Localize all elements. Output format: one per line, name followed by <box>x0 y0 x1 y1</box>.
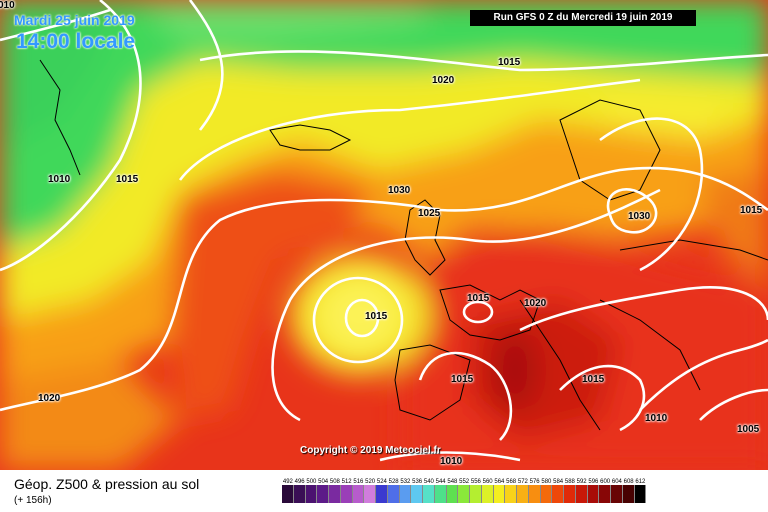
isobar-label: 1030 <box>628 211 651 222</box>
scale-value-label: 496 <box>294 479 305 485</box>
scale-value-label: 588 <box>564 479 575 485</box>
weather-map: Mardi 25 juin 2019 14:00 locale Run GFS … <box>0 0 768 470</box>
scale-value-label: 532 <box>400 479 411 485</box>
scale-swatch <box>352 485 365 503</box>
isobar-label: 1010 <box>48 174 71 185</box>
isobar-label: 1015 <box>467 293 490 304</box>
isobar-label: 1010 <box>440 456 463 467</box>
scale-swatch <box>611 485 623 503</box>
isobar-label: 1020 <box>524 298 547 309</box>
scale-swatch <box>634 485 647 503</box>
scale-swatch <box>399 485 412 503</box>
isobars <box>0 0 768 462</box>
isobar-label: 1015 <box>116 174 139 185</box>
scale-value-label: 596 <box>588 479 599 485</box>
scale-swatch <box>505 485 517 503</box>
color-scale: 492 496 500 504 508 512 516 520 524 528 532 536 540 5… <box>282 479 752 503</box>
scale-swatch <box>564 485 576 503</box>
scale-swatch <box>470 485 482 503</box>
scale-value-label: 500 <box>306 479 317 485</box>
scale-swatch <box>376 485 388 503</box>
color-scale-labels: 492 496 500 504 508 512 516 520 524 528 532 536 540 5… <box>282 479 752 485</box>
forecast-date: Mardi 25 juin 2019 <box>14 12 135 28</box>
scale-swatch <box>340 485 353 503</box>
scale-value-label: 540 <box>423 479 434 485</box>
scale-value-label: 612 <box>635 479 646 485</box>
scale-value-label: 552 <box>459 479 470 485</box>
scale-swatch <box>481 485 494 503</box>
scale-value-label: 520 <box>365 479 376 485</box>
isobar-label: 010 <box>0 0 15 11</box>
isobar-label: 1015 <box>740 205 763 216</box>
geopotential-field <box>0 0 768 470</box>
scale-swatch <box>587 485 600 503</box>
isobar-label: 1010 <box>645 413 668 424</box>
scale-swatch <box>517 485 529 503</box>
scale-swatch <box>329 485 341 503</box>
scale-value-label: 516 <box>353 479 364 485</box>
forecast-time: 14:00 locale <box>16 30 136 53</box>
scale-swatch <box>493 485 506 503</box>
scale-swatch <box>317 485 329 503</box>
scale-swatch <box>552 485 564 503</box>
isobar-label: 1015 <box>498 57 521 68</box>
scale-swatch <box>540 485 553 503</box>
model-run-label: Run GFS 0 Z du Mercredi 19 juin 2019 <box>470 10 696 26</box>
scale-value-label: 580 <box>541 479 552 485</box>
scale-swatch <box>423 485 435 503</box>
scale-swatch <box>622 485 635 503</box>
scale-swatch <box>411 485 423 503</box>
isobar-label: 1005 <box>737 424 760 435</box>
scale-value-label: 508 <box>329 479 340 485</box>
isobar-label: 1015 <box>582 374 605 385</box>
scale-value-label: 544 <box>435 479 446 485</box>
isobar-label: 1020 <box>38 393 61 404</box>
scale-value-label: 600 <box>600 479 611 485</box>
scale-value-label: 548 <box>447 479 458 485</box>
scale-value-label: 560 <box>482 479 493 485</box>
scale-value-label: 524 <box>376 479 387 485</box>
copyright-notice: Copyright © 2019 Meteociel.fr <box>300 445 441 456</box>
isobar-label: 1015 <box>451 374 474 385</box>
scale-swatch <box>387 485 400 503</box>
scale-swatch <box>458 485 470 503</box>
isobar-label: 1015 <box>365 311 388 322</box>
scale-value-label: 528 <box>388 479 399 485</box>
scale-value-label: 556 <box>470 479 481 485</box>
scale-swatch <box>599 485 611 503</box>
scale-value-label: 608 <box>623 479 634 485</box>
legend-title: Géop. Z500 & pression au sol <box>14 476 200 492</box>
scale-swatch <box>305 485 318 503</box>
scale-value-label: 584 <box>553 479 564 485</box>
scale-swatch <box>293 485 306 503</box>
scale-value-label: 572 <box>517 479 528 485</box>
scale-swatch <box>446 485 459 503</box>
scale-value-label: 564 <box>494 479 505 485</box>
scale-swatch <box>434 485 447 503</box>
scale-value-label: 512 <box>341 479 352 485</box>
scale-value-label: 592 <box>576 479 587 485</box>
legend-footer: Géop. Z500 & pression au sol (+ 156h) 49… <box>0 470 768 512</box>
scale-value-label: 492 <box>282 479 293 485</box>
scale-value-label: 536 <box>412 479 423 485</box>
scale-value-label: 568 <box>506 479 517 485</box>
color-scale-swatches <box>282 485 752 503</box>
scale-swatch <box>575 485 588 503</box>
scale-value-label: 604 <box>611 479 622 485</box>
scale-value-label: 504 <box>318 479 329 485</box>
scale-value-label: 576 <box>529 479 540 485</box>
isobar-label: 1025 <box>418 208 441 219</box>
scale-swatch <box>364 485 376 503</box>
legend-subtitle: (+ 156h) <box>14 495 52 506</box>
isobar-label: 1020 <box>432 75 455 86</box>
scale-swatch <box>282 485 294 503</box>
isobar-label: 1030 <box>388 185 411 196</box>
scale-swatch <box>528 485 541 503</box>
